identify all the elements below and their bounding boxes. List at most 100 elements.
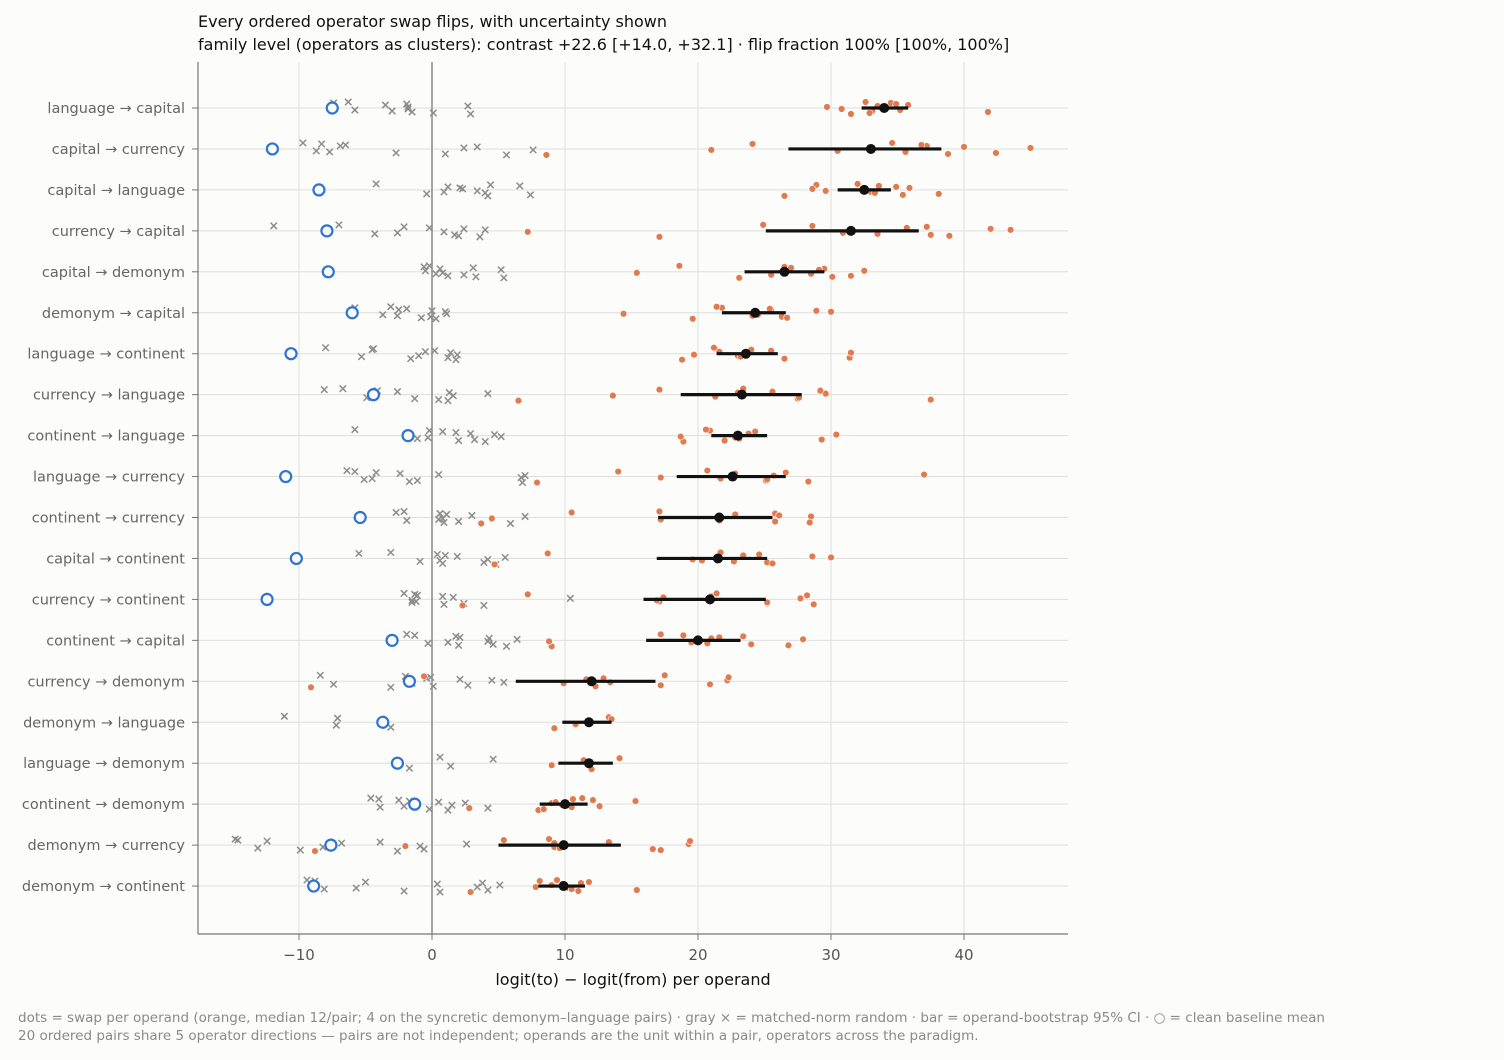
swap-dot [768,559,777,568]
random-marker [448,801,456,809]
mean-point [583,758,594,769]
random-marker [395,796,403,804]
random-marker [472,273,480,281]
random-marker [372,180,380,188]
random-marker [460,271,468,279]
random-marker [369,344,378,353]
random-marker [464,102,472,110]
random-marker [321,343,330,352]
swap-dot [532,883,540,891]
swap-dot [545,637,553,646]
random-marker [332,721,340,729]
swap-dot [465,804,473,812]
random-marker [360,475,368,484]
random-marker [497,432,505,441]
swap-dot [609,391,617,400]
x-tick-label: 30 [821,946,840,964]
swap-dot [655,233,664,241]
swap-dot [892,183,900,191]
random-marker [529,146,537,154]
random-marker [351,425,359,434]
random-marker [441,551,450,560]
row-label: capital → currency [52,142,186,158]
swap-dot [631,797,640,805]
random-marker [421,267,430,275]
random-marker [392,149,400,157]
mean-point [736,389,747,400]
random-marker [425,224,434,232]
random-marker [438,592,447,601]
random-marker [430,346,439,355]
swap-dot [783,314,791,322]
random-marker [392,508,400,517]
baseline-marker [366,388,381,402]
mean-point [845,225,856,236]
chart-title: Every ordered operator swap flips, with … [198,12,668,31]
swap-dot [860,267,868,275]
random-marker [441,150,450,158]
random-marker [416,557,424,566]
swap-dot [540,805,548,813]
mean-point [558,840,569,851]
swap-dot [735,274,743,282]
row-label: continent → capital [46,633,185,649]
baseline-marker [324,838,338,852]
swap-dot [828,273,837,281]
random-marker [478,879,487,887]
mean-point [558,881,569,892]
random-marker [440,518,448,527]
row-label: language → demonym [23,756,185,772]
random-marker [343,466,351,475]
baseline-marker [385,633,399,647]
swap-dot [633,269,641,277]
random-marker [496,881,504,889]
random-marker [320,385,329,394]
swap-dot [550,724,559,732]
random-marker [269,222,278,230]
swap-dot [688,315,697,323]
swap-dot [567,508,576,517]
random-marker [400,589,408,598]
swap-dot [817,435,826,444]
random-marker [336,142,344,150]
random-marker [489,640,497,649]
swap-dot [986,225,995,233]
swap-dot [661,671,669,679]
swap-dot [861,98,870,106]
random-marker [438,514,447,523]
baseline-marker [279,469,293,484]
random-marker [490,430,499,439]
swap-dot [1026,144,1035,152]
random-marker [424,433,432,442]
random-marker [473,883,481,891]
random-marker [400,507,408,516]
row-label: language → currency [33,470,185,486]
swap-dot [657,473,665,482]
random-marker [434,798,443,806]
mean-point [859,184,870,195]
random-marker [517,473,525,482]
random-marker [453,350,462,359]
random-marker [375,795,383,803]
mean-point [712,553,723,564]
random-marker [410,394,419,403]
random-marker [454,436,463,445]
swap-dot [751,427,759,436]
swap-dot [808,552,817,561]
random-marker [462,840,471,848]
random-marker [464,681,472,690]
swap-dot [892,100,900,108]
random-marker [425,426,434,435]
random-marker [484,637,492,646]
random-marker [413,476,422,485]
baseline-marker [345,306,359,320]
swap-dot [545,835,553,843]
random-marker [469,264,477,272]
random-marker [436,509,444,518]
swap-dot [804,477,813,486]
swap-dot [307,683,315,691]
x-tick-label: 0 [427,946,437,964]
chart-subtitle: family level (operators as clusters): co… [198,35,1010,54]
mean-point [732,430,743,441]
swap-dot [420,672,428,680]
